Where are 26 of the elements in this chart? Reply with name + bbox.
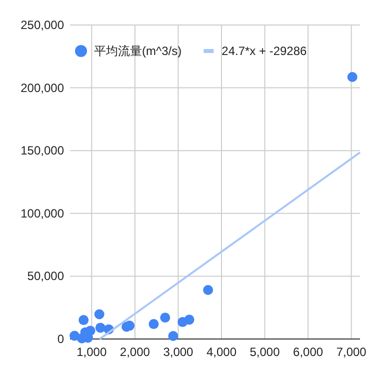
point <box>184 314 194 325</box>
point <box>124 320 135 331</box>
y-tick-label: 50,000 <box>27 269 64 284</box>
point <box>95 322 106 333</box>
legend-label: 平均流量(m^3/s) <box>94 44 182 58</box>
point <box>94 309 104 320</box>
x-tick-label: 2,000 <box>120 345 150 359</box>
x-tick-label: 3,000 <box>163 345 194 359</box>
point <box>160 312 170 323</box>
point <box>78 315 89 326</box>
point <box>148 319 159 330</box>
point <box>203 285 214 296</box>
x-tick-label: 5,000 <box>250 345 280 359</box>
y-tick-label: 200,000 <box>20 80 64 95</box>
y-tick-label: 150,000 <box>20 144 64 158</box>
x-tick-label: 6,000 <box>293 345 324 359</box>
x-tick-label: 1,000 <box>76 345 107 359</box>
legend-label: 24.7*x + -29286 <box>222 44 308 58</box>
x-tick-label: 4,000 <box>206 345 237 359</box>
point <box>168 330 178 341</box>
x-tick-label: 7,000 <box>336 345 367 359</box>
point <box>347 72 358 82</box>
y-tick-label: 250,000 <box>20 18 64 32</box>
point <box>85 326 96 336</box>
y-tick-label: 0 <box>57 332 64 346</box>
y-tick-label: 100,000 <box>20 206 64 220</box>
